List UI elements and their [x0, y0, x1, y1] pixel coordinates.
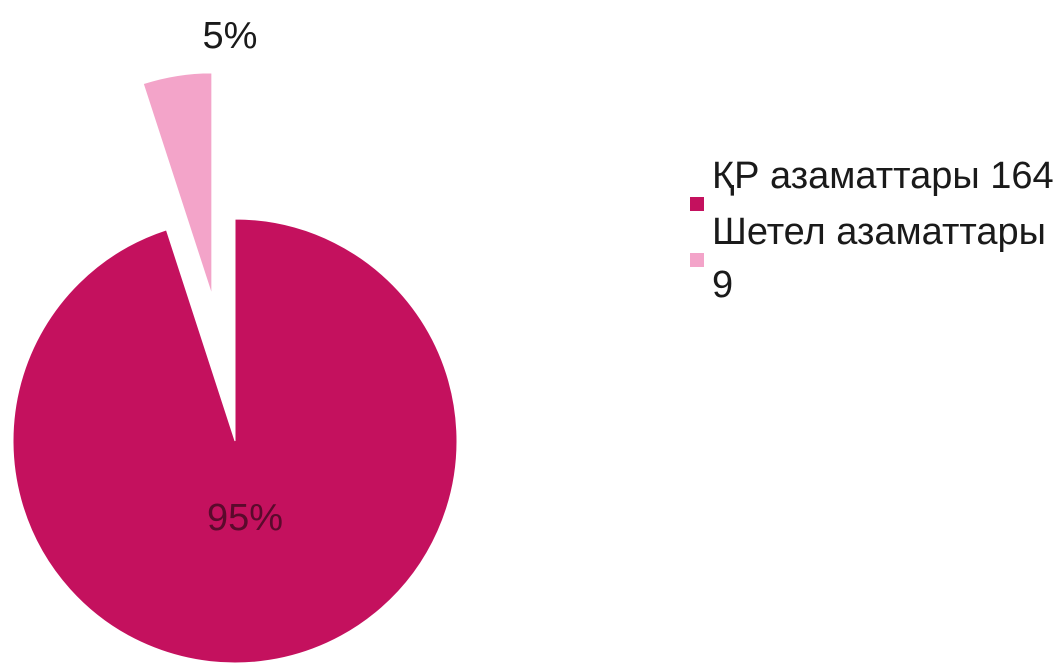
data-label: 95% — [207, 497, 283, 539]
legend-swatch — [690, 197, 704, 211]
data-label: 5% — [203, 15, 258, 57]
legend-label: ҚР азаматтары 164 — [712, 155, 1054, 197]
pie-slice — [12, 218, 458, 664]
legend-swatch — [690, 253, 704, 267]
legend: ҚР азаматтары 164 Шетел азаматтары 9 — [690, 150, 1056, 315]
pie-slice — [142, 72, 213, 295]
legend-item: ҚР азаматтары 164 — [690, 150, 1056, 211]
legend-item: Шетел азаматтары 9 — [690, 206, 1056, 312]
legend-label: Шетел азаматтары 9 — [712, 211, 1046, 306]
